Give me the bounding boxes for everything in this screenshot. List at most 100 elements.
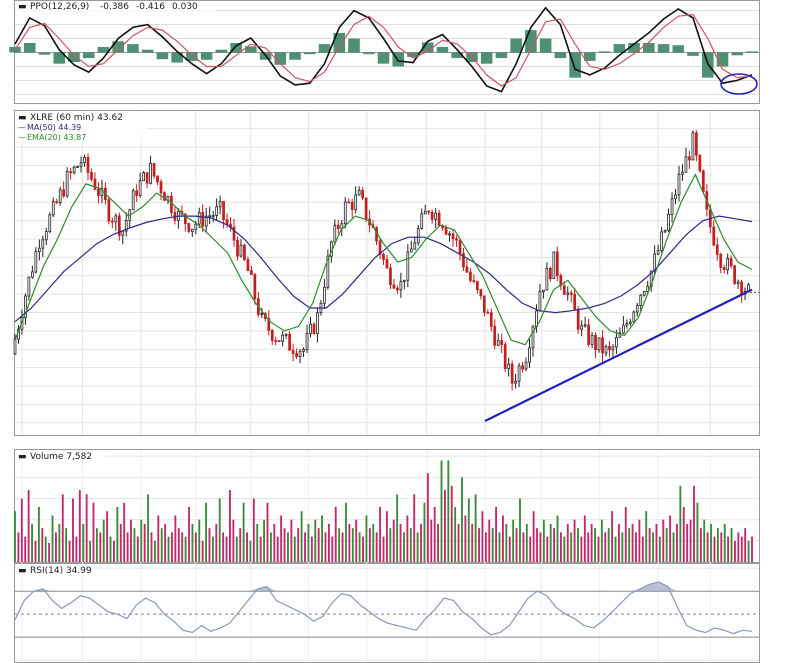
candle-down xyxy=(291,349,295,354)
volume-bar xyxy=(235,536,238,562)
ema20-label: EMA(20) 43.87 xyxy=(27,133,86,142)
ppo-histogram-bar xyxy=(38,52,51,55)
candle-down xyxy=(479,289,483,297)
candle-up xyxy=(413,242,417,250)
candle-down xyxy=(396,287,399,291)
candle-down xyxy=(437,212,441,226)
candle-down xyxy=(378,240,382,255)
candle-up xyxy=(343,201,347,225)
candle-down xyxy=(97,188,100,196)
volume-bar xyxy=(587,532,590,562)
volume-bar xyxy=(495,507,498,562)
volume-bar xyxy=(287,532,289,562)
volume-bar xyxy=(420,523,422,562)
ppo-signal-line xyxy=(14,13,753,87)
candle-up xyxy=(24,295,27,319)
volume-bar xyxy=(116,507,119,562)
volume-bar xyxy=(273,523,276,562)
ppo-histogram-bar xyxy=(539,38,552,53)
volume-bar xyxy=(51,515,54,562)
volume-bar xyxy=(61,494,64,562)
candle-down xyxy=(312,323,316,334)
ppo-histogram-bar xyxy=(569,52,581,78)
volume-bar xyxy=(461,477,463,562)
volume-bar xyxy=(693,485,695,562)
candle-up xyxy=(302,349,305,352)
volume-bar xyxy=(727,536,730,562)
candle-up xyxy=(566,292,570,295)
volume-bar xyxy=(324,532,327,562)
volume-title-marker: ▬ xyxy=(18,452,27,462)
ema20-line xyxy=(14,173,753,346)
candle-up xyxy=(660,231,663,251)
candle-up xyxy=(44,231,48,241)
volume-bar xyxy=(481,511,484,562)
volume-bar xyxy=(225,536,228,562)
ppo-histogram-bar xyxy=(525,30,537,53)
volume-bar xyxy=(85,494,88,562)
candle-up xyxy=(642,291,646,296)
candle-down xyxy=(462,253,465,268)
volume-bar xyxy=(655,523,658,562)
candle-up xyxy=(528,347,531,363)
volume-bar xyxy=(686,523,689,562)
volume-bar xyxy=(624,507,627,562)
volume-bar xyxy=(403,532,405,562)
volume-bar xyxy=(491,528,494,562)
candle-up xyxy=(204,215,208,227)
volume-bar xyxy=(525,523,528,562)
volume-bar xyxy=(215,523,218,562)
volume-bar xyxy=(375,532,378,562)
ppo-histogram-bar xyxy=(333,32,346,53)
volume-bar xyxy=(522,532,525,562)
candle-up xyxy=(552,251,556,280)
candle-down xyxy=(170,195,173,213)
volume-bar xyxy=(508,536,511,562)
volume-bar xyxy=(242,502,245,562)
candle-up xyxy=(639,294,643,306)
volume-bar xyxy=(256,523,259,562)
candle-up xyxy=(51,201,55,216)
volume-bar xyxy=(249,540,252,562)
volume-bar xyxy=(696,502,699,562)
candle-up xyxy=(420,213,424,229)
volume-bar xyxy=(549,523,552,562)
volume-bar xyxy=(443,490,446,562)
candle-up xyxy=(114,215,118,223)
volume-bar xyxy=(164,523,167,562)
volume-bar xyxy=(222,532,225,562)
candle-down xyxy=(712,226,716,246)
candle-up xyxy=(545,267,549,291)
candle-up xyxy=(531,326,535,349)
price-title-marker: ▬ xyxy=(18,113,27,123)
candle-down xyxy=(156,175,159,183)
candle-down xyxy=(444,227,448,235)
ppo-histogram-bar xyxy=(23,43,36,53)
volume-bar xyxy=(648,528,651,562)
candle-up xyxy=(667,214,670,231)
candle-up xyxy=(649,270,653,287)
candle-down xyxy=(350,201,354,210)
ppo-histogram-bar xyxy=(9,46,21,53)
candle-up xyxy=(27,276,31,297)
candle-up xyxy=(625,323,629,326)
ppo-histogram-bar xyxy=(701,52,714,78)
candle-up xyxy=(208,215,212,218)
volume-bar xyxy=(191,523,194,562)
ppo-histogram-bar xyxy=(362,52,375,55)
volume-bar xyxy=(501,515,504,562)
candle-up xyxy=(597,337,601,351)
candle-up xyxy=(538,291,542,312)
candle-up xyxy=(542,289,545,293)
ppo-histogram-bar xyxy=(215,49,228,53)
ma50-marker: — xyxy=(18,123,26,132)
candle-up xyxy=(218,201,222,208)
candle-up xyxy=(726,258,730,271)
candle-up xyxy=(309,323,312,334)
volume-bar xyxy=(331,536,334,562)
volume-bar xyxy=(143,523,146,562)
volume-bar xyxy=(669,515,672,562)
volume-bar xyxy=(484,532,487,562)
volume-bar xyxy=(198,519,201,562)
